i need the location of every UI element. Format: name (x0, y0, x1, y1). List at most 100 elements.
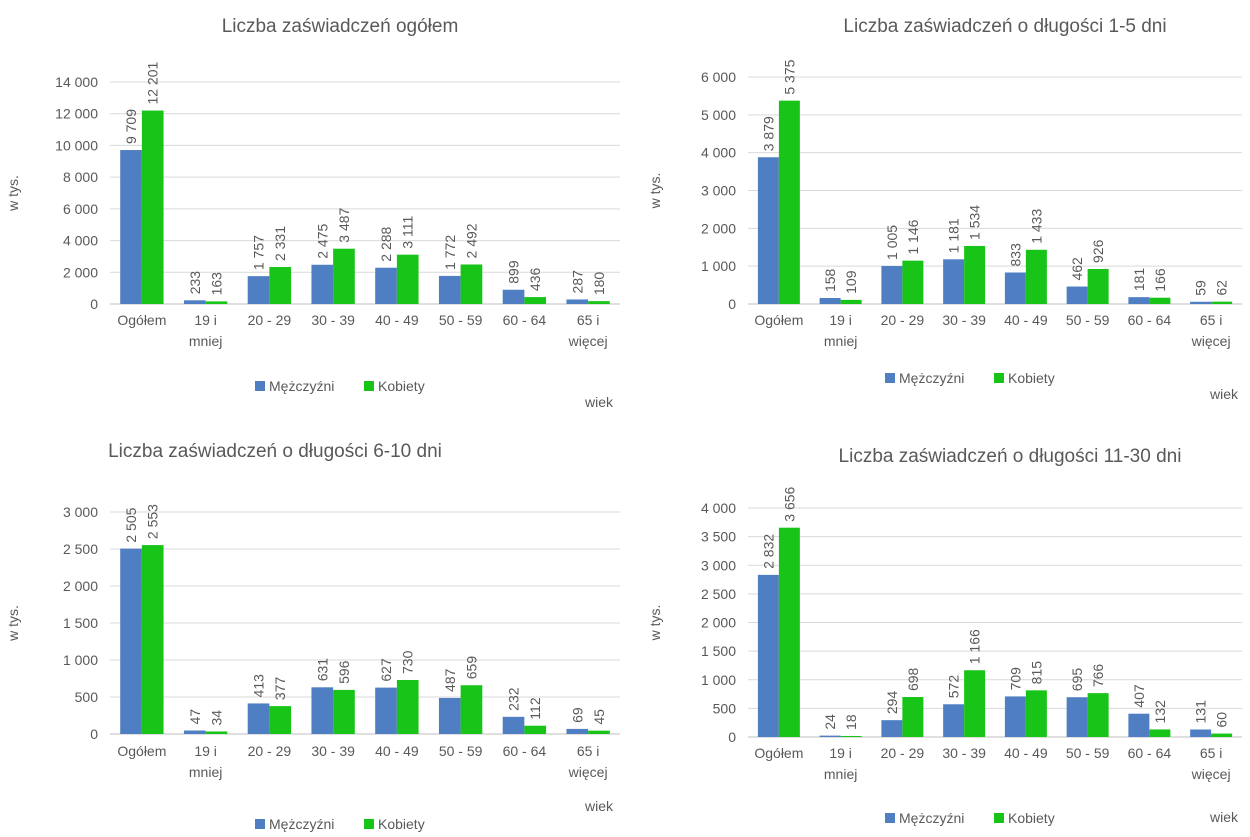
y-tick-label: 0 (728, 729, 736, 745)
bar-women (902, 697, 924, 737)
y-tick-label: 5 000 (701, 107, 736, 123)
chart-title: Liczba zaświadczeń o długości 11-30 dni (839, 446, 1182, 467)
x-tick-label: 20 - 29 (248, 743, 292, 759)
legend-label-women: Kobiety (378, 378, 425, 394)
bar-men (1128, 297, 1150, 304)
data-label-women: 730 (400, 650, 416, 674)
x-tick-label: 65 i (1200, 312, 1223, 328)
y-tick-label: 1 500 (701, 643, 736, 659)
bar-women (964, 245, 986, 304)
data-label-men: 631 (314, 658, 330, 682)
legend-swatch-women (994, 373, 1004, 383)
chart-title: Liczba zaświadczeń o długości 6-10 dni (108, 441, 442, 462)
chart-panel-11-30-days: Liczba zaświadczeń o długości 11-30 dni w… (630, 430, 1250, 837)
bar-men (819, 735, 841, 737)
data-label-women: 1 166 (967, 629, 983, 664)
chart-11-30-days-svg: Liczba zaświadczeń o długości 11-30 dni w… (647, 446, 1242, 826)
data-label-men: 2 832 (760, 534, 776, 569)
data-label-men: 1 772 (442, 235, 458, 270)
data-label-women: 766 (1090, 664, 1106, 688)
x-tick-label: 60 - 64 (503, 312, 547, 328)
x-tick-label: 20 - 29 (248, 312, 292, 328)
data-label-men: 294 (884, 691, 900, 715)
data-label-women: 815 (1028, 661, 1044, 685)
data-label-women: 163 (208, 272, 224, 296)
x-axis-label: wiek (584, 798, 614, 814)
y-tick-label: 1 000 (63, 652, 98, 668)
data-label-men: 899 (506, 260, 522, 284)
x-tick-label: 40 - 49 (375, 743, 419, 759)
data-label-women: 62 (1214, 280, 1230, 296)
bar-men (1128, 713, 1150, 737)
x-tick-label: 30 - 39 (942, 312, 986, 328)
bar-men (120, 548, 142, 734)
y-tick-label: 6 000 (701, 69, 736, 85)
data-label-men: 3 879 (760, 116, 776, 151)
legend-swatch-men (885, 373, 895, 383)
data-label-women: 3 487 (336, 207, 352, 242)
legend-label-women: Kobiety (1008, 810, 1055, 826)
x-tick-label: Ogółem (117, 743, 166, 759)
y-tick-label: 3 000 (701, 557, 736, 573)
x-tick-label: mniej (189, 333, 222, 349)
bar-men (438, 275, 461, 304)
data-label-men: 572 (946, 675, 962, 699)
bar-women (1025, 690, 1047, 737)
bar-women (269, 267, 292, 304)
x-tick-label: 19 i (194, 312, 217, 328)
x-tick-label: 20 - 29 (881, 745, 925, 761)
y-tick-label: 2 000 (63, 578, 98, 594)
data-label-men: 2 475 (314, 224, 330, 259)
bar-women (778, 100, 800, 304)
bar-women (333, 689, 355, 734)
bar-men (1004, 272, 1026, 304)
y-tick-label: 500 (75, 689, 99, 705)
data-label-men: 695 (1069, 668, 1085, 692)
bar-women (460, 264, 483, 304)
chart-title: Liczba zaświadczeń ogółem (222, 16, 459, 37)
data-label-men: 413 (251, 674, 267, 698)
data-label-women: 132 (1152, 700, 1168, 724)
bar-women (1087, 268, 1109, 304)
bar-women (269, 706, 292, 734)
bar-women (1149, 729, 1171, 737)
bar-men (311, 264, 334, 304)
legend: Mężczyźni Kobiety (255, 816, 425, 832)
data-label-women: 112 (527, 697, 543, 720)
y-tick-label: 1 000 (701, 672, 736, 688)
data-label-men: 158 (822, 268, 838, 292)
data-label-women: 1 433 (1028, 209, 1044, 244)
data-label-men: 709 (1007, 667, 1023, 691)
bar-women (902, 260, 924, 304)
y-tick-label: 12 000 (55, 106, 98, 122)
x-tick-label: 50 - 59 (1066, 312, 1110, 328)
x-tick-label: mniej (824, 333, 857, 349)
y-tick-label: 3 000 (701, 183, 736, 199)
bar-men (943, 704, 965, 737)
y-axis-label: w tys. (5, 605, 21, 642)
data-label-men: 2 288 (378, 226, 394, 261)
bar-men (1066, 286, 1088, 304)
chart-1-5-days-svg: Liczba zaświadczeń o długości 1-5 dni w t… (647, 16, 1242, 402)
x-tick-label: 60 - 64 (503, 743, 547, 759)
y-tick-label: 4 000 (701, 145, 736, 161)
bar-women (840, 299, 862, 304)
legend: Mężczyźni Kobiety (255, 378, 425, 394)
bar-men (247, 703, 270, 734)
bar-men (881, 265, 903, 304)
chart-total-svg: Liczba zaświadczeń ogółem w tys. 0 2 000 4 0… (5, 16, 620, 410)
y-tick-label: 0 (90, 726, 98, 742)
bar-women (778, 527, 800, 737)
x-tick-label: 65 i (577, 743, 600, 759)
bar-women (524, 725, 547, 734)
y-tick-label: 8 000 (63, 169, 98, 185)
legend-label-women: Kobiety (1008, 370, 1055, 386)
bar-men (375, 687, 397, 734)
x-tick-label: 30 - 39 (311, 312, 355, 328)
x-tick-label: 65 i (1200, 745, 1223, 761)
x-tick-label: więcej (568, 333, 608, 349)
x-tick-label: więcej (1191, 333, 1231, 349)
y-tick-label: 4 000 (701, 500, 736, 516)
bar-men (757, 574, 779, 737)
legend-swatch-men (255, 381, 265, 391)
